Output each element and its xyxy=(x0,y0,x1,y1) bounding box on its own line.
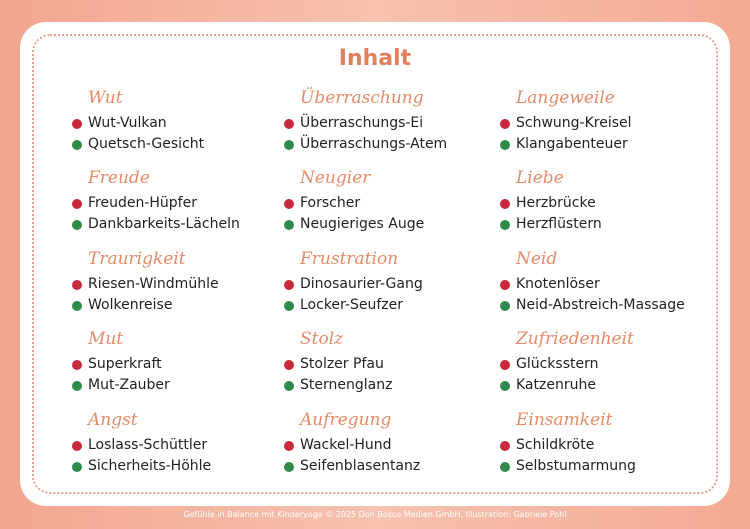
item: Herzbrücke xyxy=(516,195,596,211)
bullet xyxy=(284,441,294,451)
item: Dankbarkeits-Lächeln xyxy=(88,216,240,232)
item: Selbstumarmung xyxy=(516,458,636,474)
item: Stolzer Pfau xyxy=(300,356,384,372)
bullet xyxy=(500,381,510,391)
bullet xyxy=(500,301,510,311)
item: Sicherheits-Höhle xyxy=(88,458,212,474)
bullet xyxy=(500,199,510,209)
bullet xyxy=(72,119,82,129)
section-heading: Wut xyxy=(88,88,123,108)
section-heading: Langeweile xyxy=(516,88,615,108)
bullet xyxy=(72,140,82,150)
item: Seifenblasentanz xyxy=(300,458,421,474)
dotted-border xyxy=(32,34,718,494)
section-heading: Neid xyxy=(516,249,558,269)
section-heading: Traurigkeit xyxy=(88,249,186,269)
section-heading: Mut xyxy=(88,329,124,349)
item: Sternenglanz xyxy=(300,377,393,393)
item: Mut-Zauber xyxy=(88,377,170,393)
section-heading: Freude xyxy=(88,168,150,188)
item: Locker-Seufzer xyxy=(300,297,403,313)
bullet xyxy=(284,140,294,150)
bullet xyxy=(500,462,510,472)
item: Überraschungs-Atem xyxy=(300,136,448,152)
bullet xyxy=(284,462,294,472)
section-heading: Neugier xyxy=(300,168,371,188)
item: Dinosaurier-Gang xyxy=(300,276,423,292)
item: Herzflüstern xyxy=(516,216,602,232)
title: Inhalt xyxy=(338,46,412,71)
bullet xyxy=(72,360,82,370)
item: Klangabenteuer xyxy=(516,136,628,152)
section-heading: Zufriedenheit xyxy=(516,329,634,349)
bullet xyxy=(500,119,510,129)
section-heading: Angst xyxy=(88,410,138,430)
bullet xyxy=(284,301,294,311)
item: Wackel-Hund xyxy=(300,437,392,453)
card: Inhalt Wut Wut-Vulkan Quetsch-Gesicht Freud… xyxy=(20,22,730,506)
section-heading: Stolz xyxy=(300,329,344,349)
bullet xyxy=(500,441,510,451)
section-heading: Liebe xyxy=(516,168,564,188)
bullet xyxy=(72,381,82,391)
bullet xyxy=(72,462,82,472)
item: Quetsch-Gesicht xyxy=(88,136,205,152)
item: Neugieriges Auge xyxy=(300,216,425,232)
bullet xyxy=(284,381,294,391)
bullet xyxy=(284,280,294,290)
item: Glücksstern xyxy=(516,356,599,372)
item: Riesen-Windmühle xyxy=(88,276,219,292)
bullet xyxy=(500,220,510,230)
bullet xyxy=(72,441,82,451)
bullet xyxy=(72,199,82,209)
bullet xyxy=(72,301,82,311)
footer: Gefühle in Balance mit Kinderyoga © 2025… xyxy=(183,510,567,519)
bullet xyxy=(72,220,82,230)
bullet xyxy=(500,280,510,290)
bullet xyxy=(284,220,294,230)
item: Neid-Abstreich-Massage xyxy=(516,297,685,313)
section-heading: Überraschung xyxy=(300,88,424,108)
item: Loslass-Schüttler xyxy=(88,437,208,453)
bullet xyxy=(72,280,82,290)
item: Schildkröte xyxy=(516,437,595,453)
item: Superkraft xyxy=(88,356,162,372)
item: Wut-Vulkan xyxy=(88,115,167,131)
item: Freuden-Hüpfer xyxy=(88,195,197,211)
bullet xyxy=(500,360,510,370)
item: Katzenruhe xyxy=(516,377,596,393)
bullet xyxy=(500,140,510,150)
bullet xyxy=(284,360,294,370)
item: Überraschungs-Ei xyxy=(300,115,424,131)
section-heading: Aufregung xyxy=(300,410,392,430)
item: Knotenlöser xyxy=(516,276,600,292)
item: Schwung-Kreisel xyxy=(516,115,632,131)
item: Forscher xyxy=(300,195,361,211)
item: Wolkenreise xyxy=(88,297,173,313)
bullet xyxy=(284,199,294,209)
bullet xyxy=(284,119,294,129)
section-heading: Frustration xyxy=(300,249,399,269)
section-heading: Einsamkeit xyxy=(516,410,613,430)
